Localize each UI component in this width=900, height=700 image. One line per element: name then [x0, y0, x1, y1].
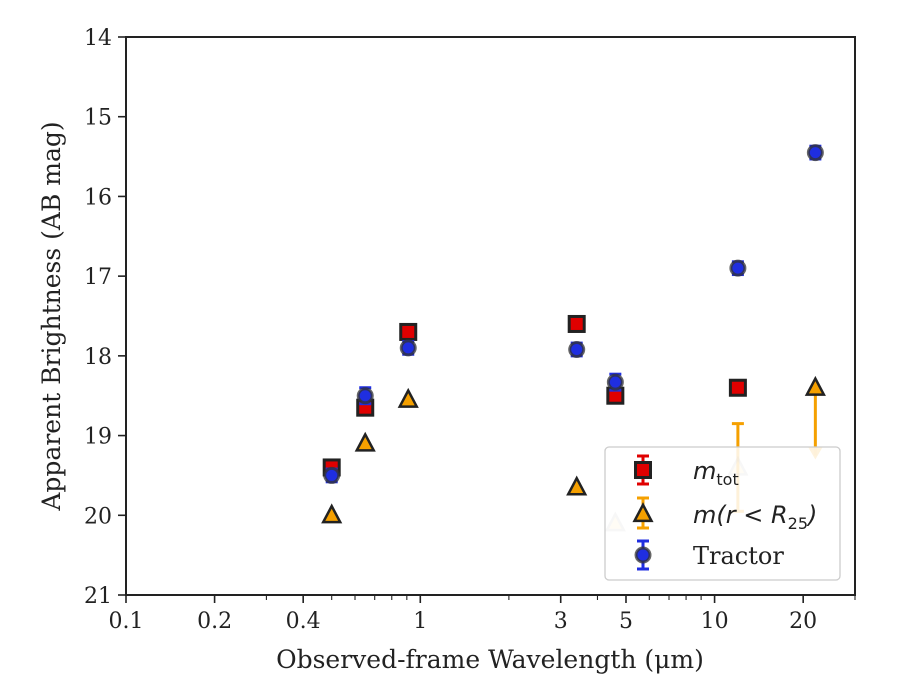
- triangle-marker: [804, 375, 826, 396]
- x-tick-label: 5: [619, 609, 633, 634]
- legend-label: mtot: [693, 457, 739, 489]
- legend-label: Tractor: [693, 542, 784, 570]
- x-tick-label: 20: [789, 609, 817, 634]
- legend: mtot m(r < R25) Tractor: [604, 446, 841, 581]
- y-tick-label: 16: [84, 185, 112, 210]
- legend-circle-marker: [634, 546, 652, 564]
- x-tick-label: 0.1: [109, 609, 144, 634]
- circle-marker: [323, 466, 341, 484]
- legend-box: [604, 446, 841, 581]
- y-tick-label: 21: [84, 584, 112, 609]
- circle-marker: [806, 144, 824, 162]
- x-axis-label: Observed-frame Wavelength (μm): [276, 645, 704, 674]
- triangle-marker: [566, 475, 588, 496]
- y-tick-label: 14: [84, 26, 112, 51]
- y-tick-label: 15: [84, 106, 112, 131]
- y-tick-label: 20: [84, 504, 112, 529]
- x-tick-label: 10: [701, 609, 729, 634]
- circle-marker: [606, 373, 624, 391]
- x-tick-label: 1: [413, 609, 427, 634]
- triangle-marker: [354, 431, 376, 452]
- circle-marker: [356, 387, 374, 405]
- legend-label: m(r < R25): [693, 501, 817, 533]
- square-marker: [728, 378, 747, 397]
- square-marker: [567, 314, 586, 333]
- legend-triangle-marker: [632, 502, 654, 523]
- axes: 0.1 0.2 0.4 1 3 5 10 20 14 15 16 17 18 19 20 21: [84, 26, 856, 634]
- legend-square-marker: [634, 461, 652, 479]
- triangle-marker: [321, 503, 343, 524]
- series-tractor: [323, 144, 824, 484]
- y-axis-label: Apparent Brightness (AB mag): [37, 121, 66, 511]
- circle-marker: [568, 340, 586, 358]
- triangle-marker: [397, 387, 419, 408]
- square-marker: [399, 322, 418, 341]
- x-tick-label: 3: [554, 609, 568, 634]
- circle-marker: [399, 339, 417, 357]
- circle-marker: [729, 259, 747, 277]
- y-tick-label: 18: [84, 345, 112, 370]
- y-tick-label: 19: [84, 425, 112, 450]
- x-tick-label: 0.4: [286, 609, 321, 634]
- y-tick-label: 17: [84, 265, 112, 290]
- x-tick-label: 0.2: [197, 609, 232, 634]
- plot-frame: [125, 36, 856, 596]
